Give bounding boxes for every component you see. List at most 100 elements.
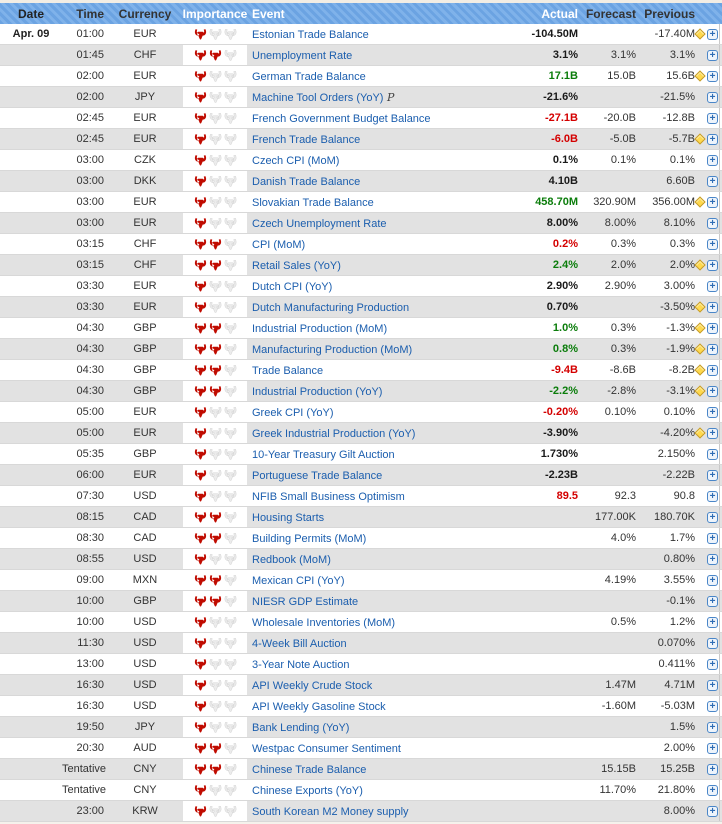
table-row: 19:50 JPY Bank Lending (YoY) 1.5% bbox=[0, 717, 722, 738]
expand-plus-icon[interactable] bbox=[707, 322, 718, 334]
event-link[interactable]: Slovakian Trade Balance bbox=[252, 196, 374, 209]
icons-cell bbox=[695, 654, 719, 674]
expand-plus-icon[interactable] bbox=[707, 658, 718, 670]
importance-cell bbox=[183, 444, 247, 464]
event-link[interactable]: Czech CPI (MoM) bbox=[252, 154, 340, 167]
expand-plus-icon[interactable] bbox=[707, 364, 718, 376]
expand-plus-icon[interactable] bbox=[707, 805, 718, 817]
event-link[interactable]: Estonian Trade Balance bbox=[252, 28, 369, 41]
time-cell: 02:00 bbox=[76, 70, 104, 82]
event-link[interactable]: Manufacturing Production (MoM) bbox=[252, 343, 413, 356]
event-link[interactable]: Industrial Production (MoM) bbox=[252, 322, 388, 335]
event-link[interactable]: NFIB Small Business Optimism bbox=[252, 490, 405, 503]
event-link[interactable]: 3-Year Note Auction bbox=[252, 658, 350, 671]
expand-plus-icon[interactable] bbox=[707, 406, 718, 418]
actual-cell: 89.5 bbox=[556, 490, 578, 502]
expand-plus-icon[interactable] bbox=[707, 91, 718, 103]
expand-plus-icon[interactable] bbox=[707, 427, 718, 439]
event-link[interactable]: CPI (MoM) bbox=[252, 238, 306, 251]
expand-plus-icon[interactable] bbox=[707, 679, 718, 691]
event-cell: Greek Industrial Production (YoY) bbox=[247, 427, 520, 440]
previous-cell: -21.5% bbox=[660, 91, 695, 103]
event-link[interactable]: Chinese Trade Balance bbox=[252, 763, 367, 776]
expand-plus-icon[interactable] bbox=[707, 595, 718, 607]
expand-plus-icon[interactable] bbox=[707, 553, 718, 565]
bull-icon bbox=[209, 217, 222, 229]
expand-plus-icon[interactable] bbox=[707, 196, 718, 208]
expand-plus-icon[interactable] bbox=[707, 217, 718, 229]
expand-plus-icon[interactable] bbox=[707, 238, 718, 250]
event-link[interactable]: Trade Balance bbox=[252, 364, 324, 377]
expand-plus-icon[interactable] bbox=[707, 301, 718, 313]
event-link[interactable]: 4-Week Bill Auction bbox=[252, 637, 347, 650]
expand-plus-icon[interactable] bbox=[707, 28, 718, 40]
row-gutter bbox=[719, 129, 722, 149]
expand-plus-icon[interactable] bbox=[707, 469, 718, 481]
bull-icon bbox=[194, 112, 207, 124]
event-link[interactable]: Westpac Consumer Sentiment bbox=[252, 742, 401, 755]
expand-plus-icon[interactable] bbox=[707, 385, 718, 397]
expand-plus-icon[interactable] bbox=[707, 574, 718, 586]
event-link[interactable]: Dutch CPI (YoY) bbox=[252, 280, 333, 293]
event-link[interactable]: Greek Industrial Production (YoY) bbox=[252, 427, 416, 440]
event-link[interactable]: Unemployment Rate bbox=[252, 49, 353, 62]
event-link[interactable]: Chinese Exports (YoY) bbox=[252, 784, 363, 797]
expand-plus-icon[interactable] bbox=[707, 637, 718, 649]
event-link[interactable]: API Weekly Gasoline Stock bbox=[252, 700, 386, 713]
event-link[interactable]: NIESR GDP Estimate bbox=[252, 595, 359, 608]
event-link[interactable]: Building Permits (MoM) bbox=[252, 532, 367, 545]
row-gutter bbox=[719, 465, 722, 485]
expand-plus-icon[interactable] bbox=[707, 259, 718, 271]
event-link[interactable]: Retail Sales (YoY) bbox=[252, 259, 341, 272]
event-link[interactable]: Housing Starts bbox=[252, 511, 325, 524]
row-gutter bbox=[719, 87, 722, 107]
expand-plus-icon[interactable] bbox=[707, 448, 718, 460]
event-cell: Wholesale Inventories (MoM) bbox=[247, 616, 520, 629]
event-cell: CPI (MoM) bbox=[247, 238, 520, 251]
event-link[interactable]: South Korean M2 Money supply bbox=[252, 805, 409, 818]
previous-cell: 90.8 bbox=[673, 490, 695, 502]
event-link[interactable]: Dutch Manufacturing Production bbox=[252, 301, 410, 314]
event-link[interactable]: Bank Lending (YoY) bbox=[252, 721, 350, 734]
event-link[interactable]: Portuguese Trade Balance bbox=[252, 469, 383, 482]
expand-plus-icon[interactable] bbox=[707, 112, 718, 124]
bull-icon bbox=[209, 448, 222, 460]
event-link[interactable]: Mexican CPI (YoY) bbox=[252, 574, 345, 587]
event-link[interactable]: 10-Year Treasury Gilt Auction bbox=[252, 448, 395, 461]
expand-plus-icon[interactable] bbox=[707, 133, 718, 145]
expand-plus-icon[interactable] bbox=[707, 511, 718, 523]
forecast-cell: -5.0B bbox=[609, 133, 636, 145]
expand-plus-icon[interactable] bbox=[707, 742, 718, 754]
event-link[interactable]: Greek CPI (YoY) bbox=[252, 406, 334, 419]
expand-plus-icon[interactable] bbox=[707, 49, 718, 61]
currency-cell: EUR bbox=[133, 406, 157, 418]
bull-icon bbox=[194, 196, 207, 208]
event-link[interactable]: Danish Trade Balance bbox=[252, 175, 361, 188]
expand-plus-icon[interactable] bbox=[707, 70, 718, 82]
event-cell: Westpac Consumer Sentiment bbox=[247, 742, 520, 755]
currency-cell: AUD bbox=[133, 742, 157, 754]
event-link[interactable]: Redbook (MoM) bbox=[252, 553, 331, 566]
event-link[interactable]: French Government Budget Balance bbox=[252, 112, 431, 125]
expand-plus-icon[interactable] bbox=[707, 343, 718, 355]
expand-plus-icon[interactable] bbox=[707, 175, 718, 187]
event-link[interactable]: German Trade Balance bbox=[252, 70, 366, 83]
event-link[interactable]: Industrial Production (YoY) bbox=[252, 385, 383, 398]
expand-plus-icon[interactable] bbox=[707, 721, 718, 733]
event-link[interactable]: Czech Unemployment Rate bbox=[252, 217, 387, 230]
expand-plus-icon[interactable] bbox=[707, 532, 718, 544]
expand-plus-icon[interactable] bbox=[707, 154, 718, 166]
event-link[interactable]: Machine Tool Orders (YoY) bbox=[252, 91, 384, 104]
event-link[interactable]: Wholesale Inventories (MoM) bbox=[252, 616, 396, 629]
expand-plus-icon[interactable] bbox=[707, 280, 718, 292]
expand-plus-icon[interactable] bbox=[707, 616, 718, 628]
event-cell: Retail Sales (YoY) bbox=[247, 259, 520, 272]
expand-plus-icon[interactable] bbox=[707, 490, 718, 502]
event-link[interactable]: API Weekly Crude Stock bbox=[252, 679, 373, 692]
event-link[interactable]: French Trade Balance bbox=[252, 133, 361, 146]
expand-plus-icon[interactable] bbox=[707, 784, 718, 796]
event-cell: Estonian Trade Balance bbox=[247, 28, 520, 41]
expand-plus-icon[interactable] bbox=[707, 700, 718, 712]
importance-cell bbox=[183, 381, 247, 401]
expand-plus-icon[interactable] bbox=[707, 763, 718, 775]
